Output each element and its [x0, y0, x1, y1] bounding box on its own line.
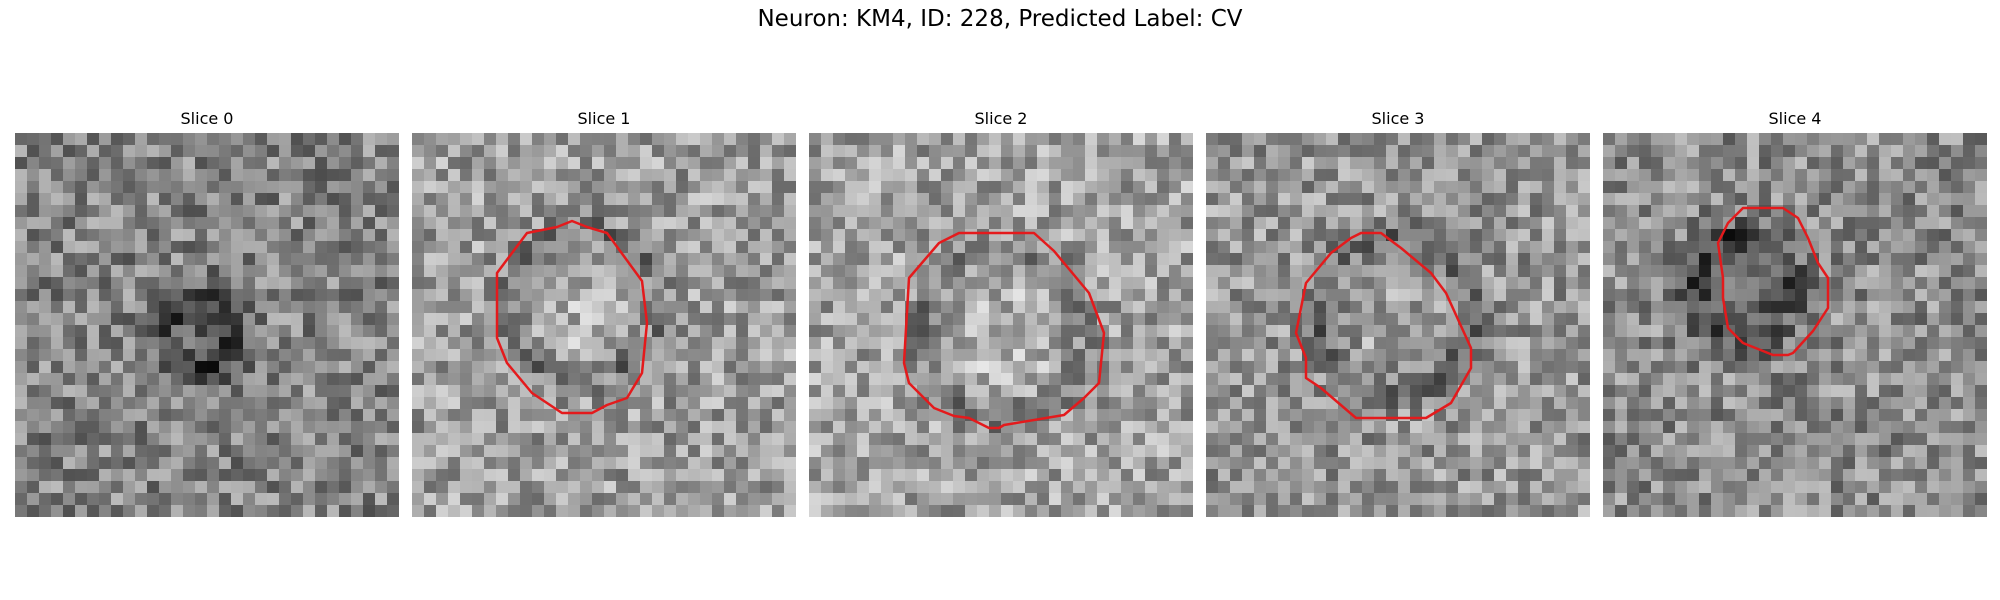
segmentation-contour — [902, 231, 1106, 430]
slice-title: Slice 0 — [180, 109, 234, 128]
slice-panel-1: Slice 1 — [412, 108, 796, 517]
slice-panel-2: Slice 2 — [809, 108, 1193, 517]
slice-image — [1206, 133, 1590, 517]
slice-image — [412, 133, 796, 517]
slice-title: Slice 3 — [1371, 109, 1425, 128]
slice-panel-3: Slice 3 — [1206, 108, 1590, 517]
slice-panel-4: Slice 4 — [1603, 108, 1987, 517]
slice-title: Slice 4 — [1768, 109, 1822, 128]
slice-title: Slice 2 — [974, 109, 1028, 128]
figure-title: Neuron: KM4, ID: 228, Predicted Label: C… — [757, 6, 1243, 32]
slice-image — [15, 133, 399, 517]
slice-panel-0: Slice 0 — [15, 108, 399, 517]
slice-image — [1603, 133, 1987, 517]
segmentation-contour — [1294, 231, 1473, 420]
segmentation-contour — [495, 219, 649, 415]
segmentation-contour — [1716, 206, 1830, 357]
slice-image — [809, 133, 1193, 517]
slice-title: Slice 1 — [577, 109, 631, 128]
